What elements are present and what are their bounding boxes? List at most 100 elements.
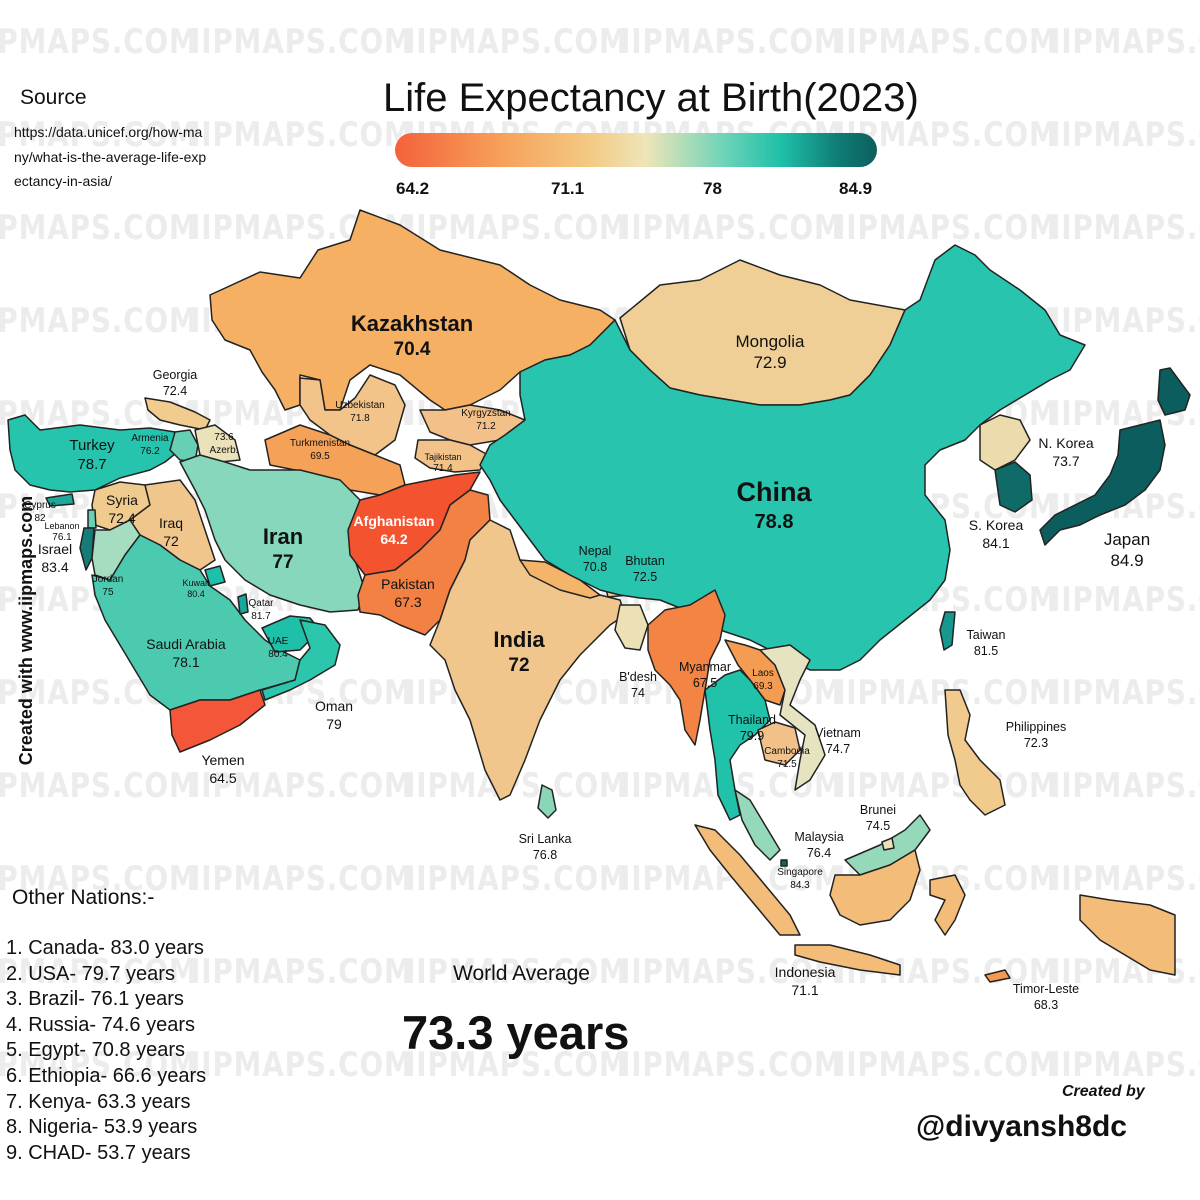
country-name: Cambodia (764, 746, 810, 757)
country-value: 76.2 (140, 445, 160, 457)
country-value: 78.7 (77, 455, 107, 473)
country-name: Mongolia (735, 332, 805, 351)
country-value: 80.4 (268, 648, 288, 660)
label-pakistan: Pakistan 67.3 (381, 576, 435, 611)
country-name: Georgia (152, 368, 198, 382)
country-shape-indonesia-sumatra (694, 824, 801, 936)
country-name: China (736, 477, 812, 507)
country-value: 72.5 (632, 569, 658, 584)
country-name: UAE (267, 636, 289, 647)
country-name: Japan (1103, 530, 1151, 549)
country-shape-malaysia-peninsula (734, 789, 781, 861)
country-shape-qatar (237, 593, 249, 615)
country-shape-sri-lanka (537, 784, 557, 819)
country-shape-cambodia (757, 721, 801, 766)
country-value: 84.1 (982, 534, 1010, 551)
label-india: India 72 (493, 626, 544, 677)
country-shape-thailand (704, 669, 771, 821)
legend-tick-3: 78 (703, 179, 722, 198)
label-myanmar: Myanmar 67.5 (679, 660, 731, 691)
country-name: Thailand (728, 713, 776, 727)
country-shape-north-korea (979, 414, 1031, 471)
country-value: 84.3 (790, 879, 810, 891)
country-name: Myanmar (678, 660, 732, 674)
country-shape-bangladesh (614, 604, 649, 651)
country-shape-oman (261, 619, 341, 701)
label-oman: Oman 79 (315, 698, 353, 733)
country-shape-indonesia-borneo (829, 849, 921, 926)
list-item: 3. Brazil- 76.1 years (6, 988, 184, 1011)
other-nations-heading: Other Nations:- (12, 886, 155, 909)
country-value: 64.2 (380, 530, 408, 547)
country-name: Iran (262, 524, 304, 549)
label-timor-leste: Timor-Leste 68.3 (1013, 982, 1079, 1013)
country-value: 76.1 (52, 532, 72, 544)
country-name: Lebanon (44, 521, 80, 531)
country-name: Turkey (69, 437, 115, 454)
country-name: Vietnam (815, 726, 861, 740)
label-turkmenistan: Turkmenistan 69.5 (290, 438, 350, 463)
country-shape-indonesia-papua (1079, 894, 1176, 976)
label-laos: Laos 69.3 (752, 668, 774, 693)
country-shape-kuwait (204, 565, 226, 587)
label-yemen: Yemen 64.5 (201, 752, 244, 787)
country-value: 69.3 (753, 680, 773, 692)
label-philippines: Philippines 72.3 (1006, 720, 1066, 751)
country-value: 71.1 (791, 981, 819, 998)
label-kyrgyzstan: Kyrgyzstan 71.2 (461, 408, 510, 433)
legend-tick-min: 64.2 (396, 179, 430, 198)
country-shape-myanmar (647, 589, 726, 746)
list-item: 8. Nigeria- 53.9 years (6, 1116, 198, 1139)
country-shape-turkey (7, 414, 181, 493)
country-shape-uzbekistan (299, 374, 406, 456)
source-url: https://data.unicef.org/how-many/what-is… (14, 124, 207, 189)
country-value: 74.7 (825, 741, 851, 756)
country-name: Oman (314, 698, 354, 714)
country-value: 71.4 (433, 463, 453, 475)
country-value: 84.9 (1110, 551, 1144, 571)
label-mongolia: Mongolia 72.9 (736, 331, 805, 374)
list-item: 4. Russia- 74.6 years (6, 1013, 195, 1036)
label-armenia: Armenia 76.2 (131, 433, 168, 458)
label-uae: UAE 80.4 (268, 636, 289, 661)
label-iraq: Iraq 72 (159, 515, 183, 550)
label-japan: Japan 84.9 (1104, 529, 1150, 572)
label-jordan: Jordan 75 (93, 574, 124, 599)
country-shape-indonesia-java (794, 944, 901, 976)
country-name: Kyrgyzstan (461, 408, 511, 419)
country-name: Malaysia (794, 830, 844, 844)
label-bangladesh: B'desh 74 (619, 670, 657, 701)
country-name: Philippines (1005, 720, 1067, 734)
label-afghanistan: Afghanistan 64.2 (354, 513, 435, 548)
country-value: 72.4 (108, 509, 136, 526)
country-shape-israel (79, 527, 95, 571)
country-value: 74.5 (865, 818, 891, 833)
label-thailand: Thailand 79.9 (728, 713, 776, 744)
country-name: Israel (37, 541, 73, 557)
country-value: 79 (326, 715, 342, 732)
label-bhutan: Bhutan 72.5 (625, 554, 665, 585)
country-value: 82 (34, 512, 46, 524)
country-shape-timor-leste (984, 969, 1011, 983)
country-shape-singapore (780, 859, 788, 867)
country-name: Pakistan (381, 576, 435, 592)
country-value: 78.1 (172, 653, 200, 670)
country-name: Timor-Leste (1012, 982, 1080, 996)
country-shape-japan-hokkaido (1157, 367, 1191, 416)
country-value: 73.7 (1052, 452, 1080, 469)
country-value: 71.8 (350, 412, 370, 424)
country-value: 75 (102, 586, 114, 598)
country-name: Nepal (578, 544, 612, 558)
country-name: Singapore (777, 867, 823, 878)
author-handle: @divyansh8dc (916, 1110, 1127, 1143)
country-name: Iraq (158, 515, 184, 531)
country-shape-china (479, 244, 1086, 671)
country-value: 69.5 (310, 450, 330, 462)
country-shape-lebanon (87, 509, 97, 529)
country-name: Brunei (859, 803, 897, 817)
label-azerbaijan: 73.6 Azerb. (210, 432, 239, 457)
country-value: 78.8 (754, 510, 794, 533)
country-name: Laos (752, 668, 774, 679)
country-value: 76.8 (532, 847, 558, 862)
legend-tick-max: 84.9 (839, 179, 873, 198)
